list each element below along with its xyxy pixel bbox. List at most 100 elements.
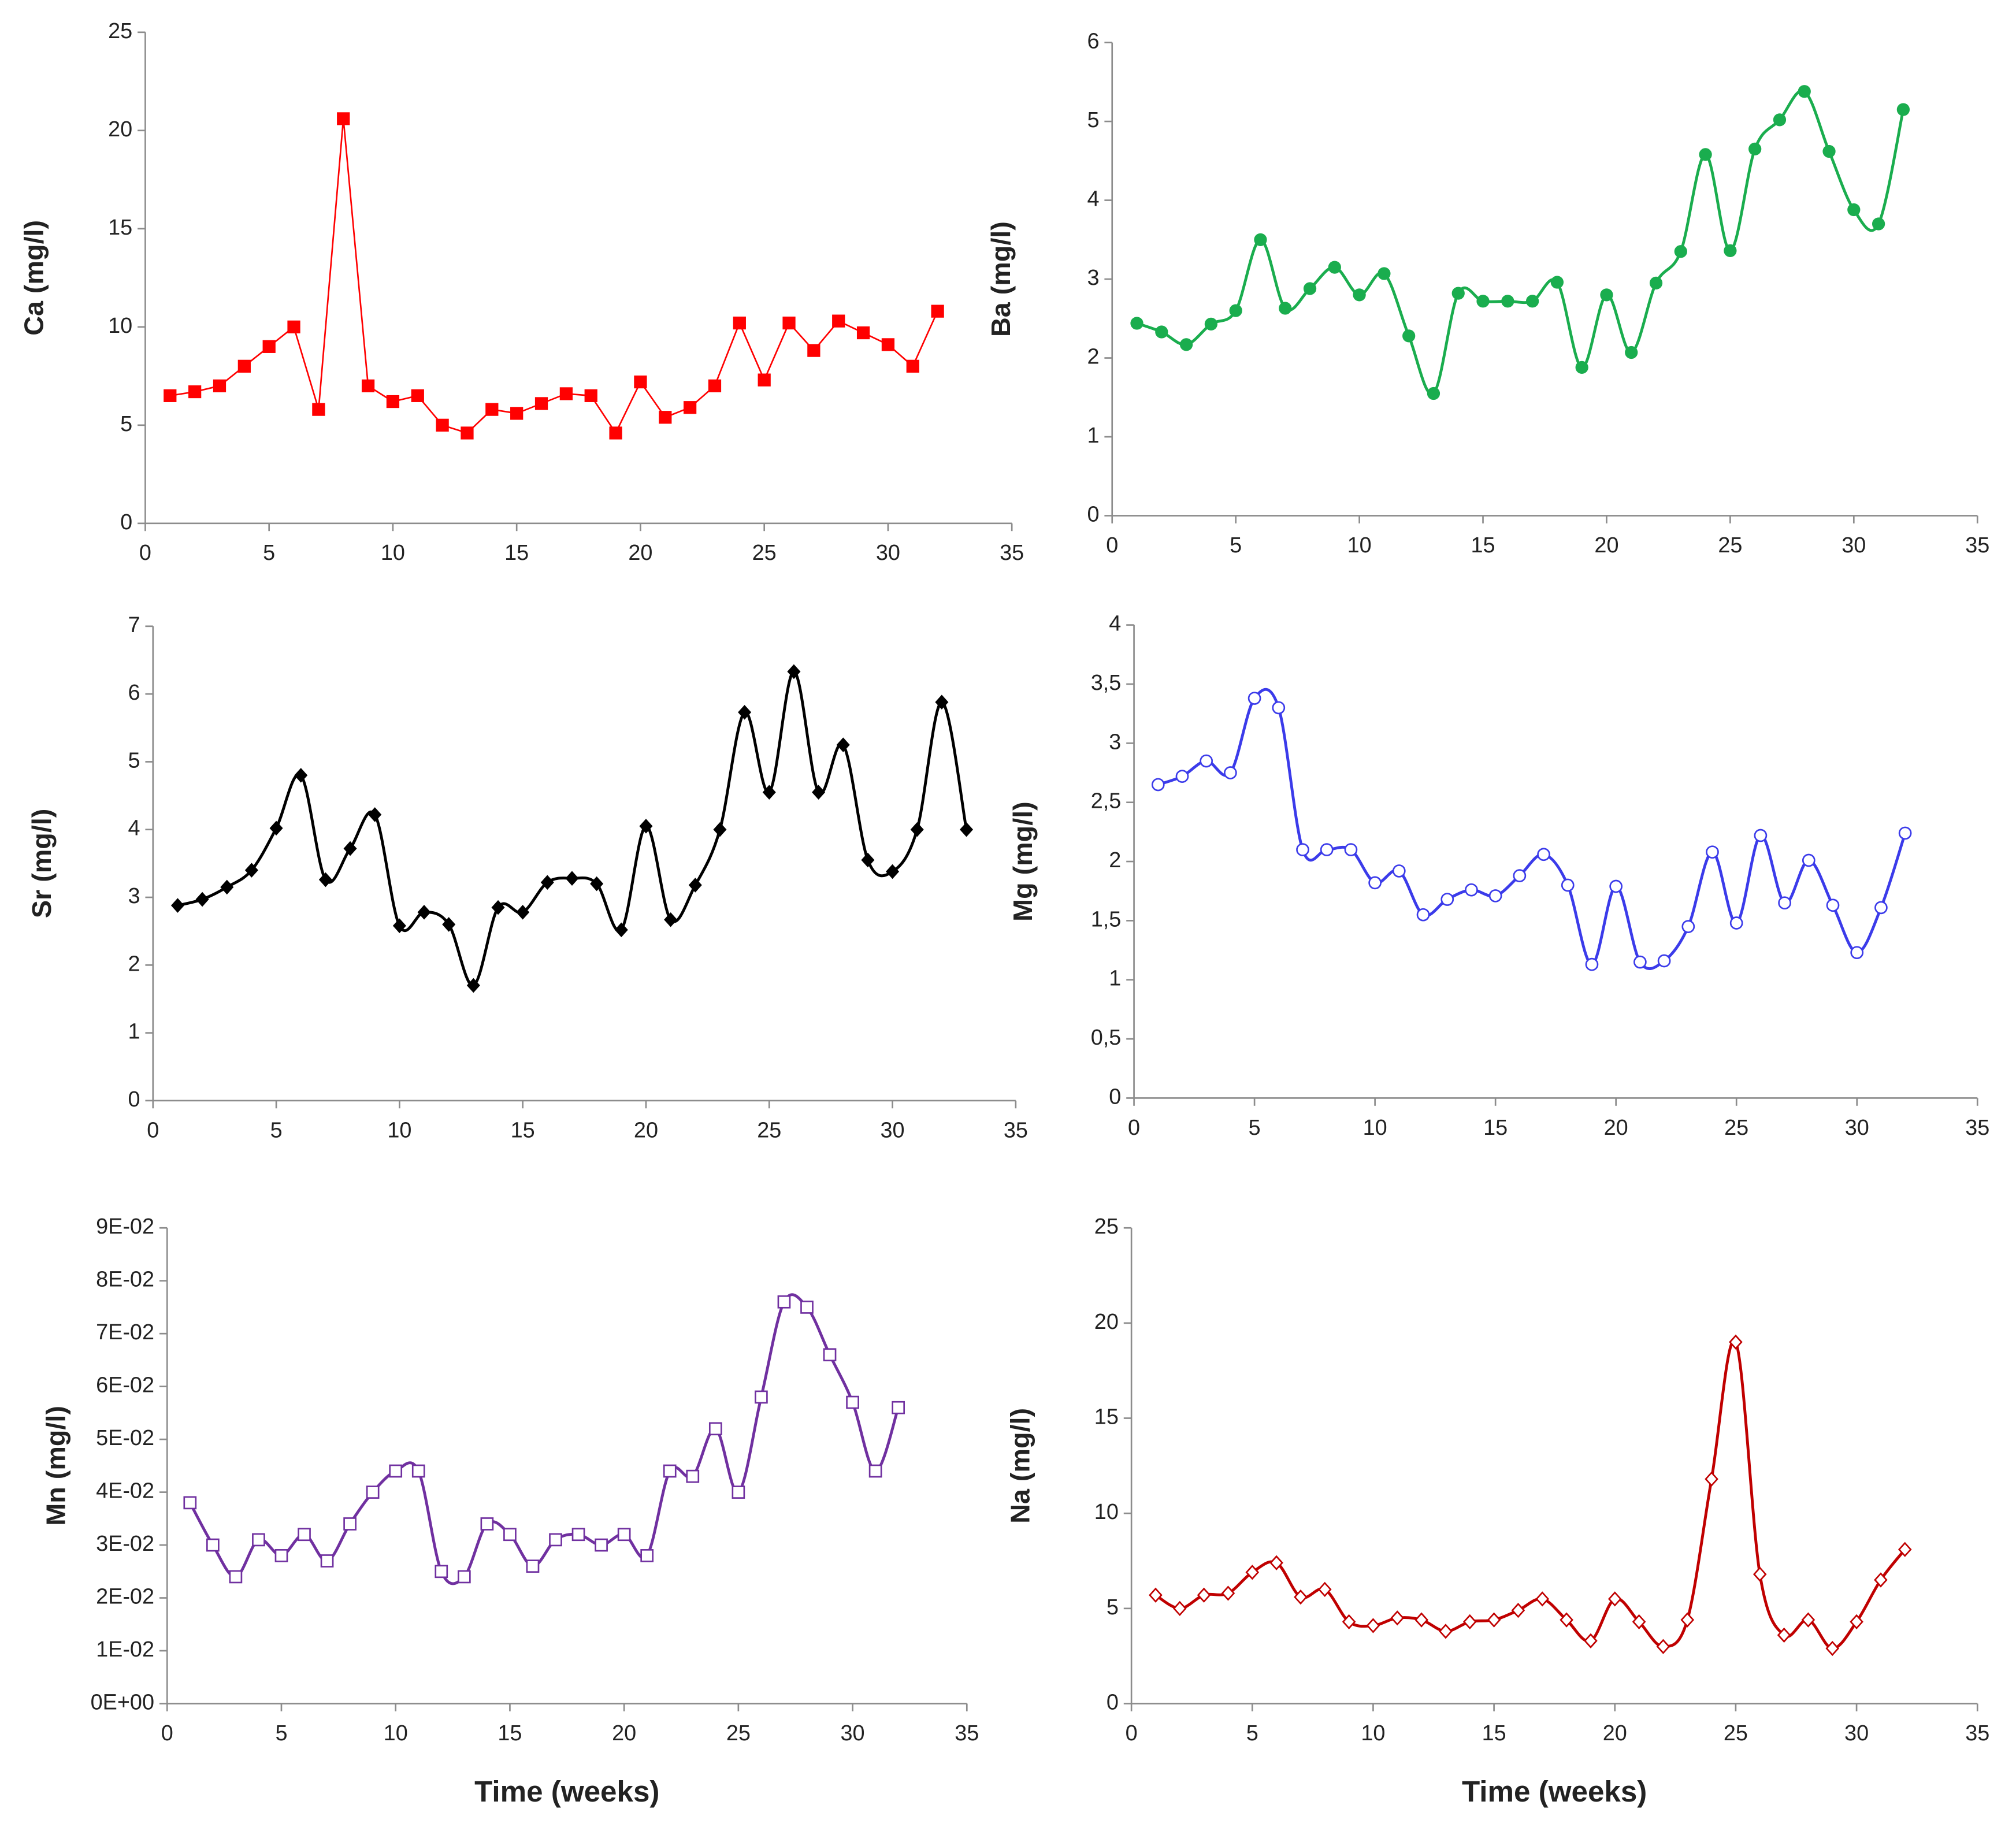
marker [1427, 387, 1440, 400]
marker [640, 1549, 654, 1562]
marker [1748, 142, 1762, 156]
y-tick-label: 15 [1094, 1405, 1119, 1429]
marker [1200, 754, 1213, 768]
x-tick-label: 15 [504, 541, 529, 565]
marker [343, 841, 357, 856]
chart: 0 1 2 3 4 5 6 0 5 10 15 20 25 30 35 Ba (mg/l) [986, 29, 1989, 558]
marker [1248, 692, 1261, 705]
y-tick-label: 9E-02 [96, 1215, 154, 1239]
y-tick-label: 5 [1087, 108, 1099, 132]
x-tick-label: 20 [1603, 1721, 1627, 1745]
marker [220, 879, 234, 895]
y-tick-label: 4E-02 [96, 1479, 154, 1503]
x-tick-label: 0 [1126, 1721, 1138, 1745]
marker [1172, 1600, 1187, 1616]
x-tick-label: 35 [1000, 541, 1024, 565]
marker [287, 320, 300, 333]
marker [237, 359, 251, 373]
marker [1826, 898, 1840, 912]
marker [1320, 843, 1334, 856]
x-tick-label: 10 [1347, 533, 1372, 558]
marker [868, 1464, 882, 1478]
marker [244, 863, 258, 878]
marker [1898, 826, 1912, 840]
y-axis-title: Ba (mg/l) [986, 221, 1016, 337]
marker [1269, 1555, 1283, 1570]
y-tick-label: 0,5 [1091, 1026, 1122, 1050]
x-tick-label: 10 [384, 1721, 408, 1745]
marker [1439, 1624, 1453, 1639]
marker [1501, 295, 1514, 308]
y-tick-label: 1 [1087, 424, 1099, 448]
marker [782, 316, 796, 330]
data-line [1154, 1339, 1906, 1650]
marker [1850, 946, 1864, 960]
marker [639, 819, 653, 834]
y-tick-label: 3 [1087, 266, 1099, 290]
marker [206, 1538, 220, 1552]
marker [1414, 1612, 1428, 1628]
marker [960, 822, 974, 837]
x-tick-label: 25 [726, 1721, 751, 1745]
marker [1294, 1589, 1308, 1605]
y-tick-label: 6 [128, 681, 140, 705]
marker [213, 379, 227, 392]
x-tick-label: 5 [1230, 533, 1242, 558]
y-tick-label: 4 [1087, 187, 1099, 211]
marker [1204, 317, 1218, 330]
marker [1296, 843, 1309, 856]
marker [1822, 144, 1836, 158]
y-tick-label: 8E-02 [96, 1268, 154, 1292]
marker [1462, 1614, 1477, 1630]
marker [526, 1559, 540, 1573]
marker [1366, 1618, 1380, 1633]
marker [1487, 1612, 1501, 1628]
data-line [170, 118, 938, 435]
marker [777, 1295, 791, 1309]
marker [1633, 955, 1647, 969]
marker [1513, 869, 1527, 882]
marker [298, 1528, 311, 1542]
marker [1197, 1587, 1211, 1603]
marker [738, 705, 752, 720]
marker [617, 1528, 631, 1542]
marker [1754, 829, 1768, 842]
marker [392, 918, 406, 934]
marker [170, 898, 184, 913]
y-axis-title: Mg (mg/l) [1008, 801, 1038, 922]
y-tick-label: 2 [1087, 345, 1099, 369]
marker [1488, 889, 1502, 902]
marker [252, 1533, 265, 1547]
marker [1451, 287, 1465, 300]
marker [1525, 295, 1539, 308]
marker [663, 1464, 677, 1478]
data-line [188, 1293, 900, 1585]
marker [846, 1395, 859, 1409]
marker [1353, 288, 1366, 302]
marker [318, 872, 332, 887]
marker [389, 1464, 403, 1478]
marker [1368, 876, 1382, 890]
marker [836, 737, 850, 752]
chart: 0 5 10 15 20 25 0 5 10 15 20 25 30 35 Na (mg/l) Time (w… [1005, 1215, 1989, 1808]
x-tick-label: 5 [275, 1721, 287, 1745]
x-tick-label: 10 [387, 1118, 411, 1142]
marker [906, 359, 919, 373]
y-axis-title: Ca (mg/l) [19, 220, 49, 336]
y-tick-label: 1,5 [1091, 907, 1122, 931]
marker [1416, 908, 1430, 922]
marker [1729, 916, 1743, 930]
marker [787, 664, 801, 679]
x-tick-label: 0 [147, 1118, 159, 1142]
marker [1402, 329, 1416, 343]
marker [733, 316, 746, 330]
marker [1798, 85, 1811, 98]
marker [549, 1533, 562, 1547]
x-tick-label: 15 [1482, 1721, 1506, 1745]
marker [886, 864, 900, 879]
marker [1896, 103, 1910, 116]
marker [1825, 1640, 1840, 1657]
marker [1632, 1614, 1646, 1630]
marker [534, 397, 548, 410]
x-tick-label: 15 [497, 1721, 522, 1745]
